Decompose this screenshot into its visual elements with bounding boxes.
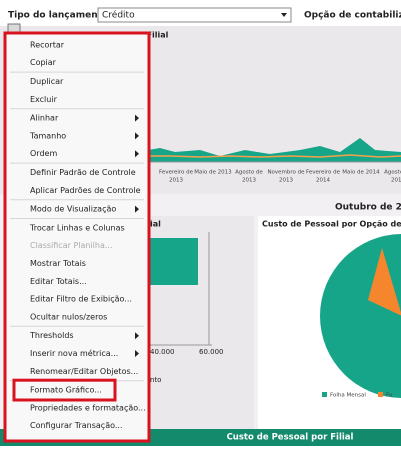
- submenu-arrow: [135, 205, 139, 213]
- menu-item[interactable]: Alinhar: [30, 114, 59, 123]
- x-tick-label: Fevereiro de: [159, 170, 194, 176]
- submenu-arrow: [135, 132, 139, 140]
- item-highlight: [12, 378, 117, 402]
- menu-item[interactable]: Modo de Visualização: [30, 205, 116, 214]
- menu-item[interactable]: Thresholds: [29, 331, 74, 340]
- tick-label: 40.000: [150, 348, 175, 356]
- menu-item[interactable]: Copiar: [30, 58, 57, 67]
- bar-title: ial: [150, 220, 161, 229]
- dropdown-value: Crédito: [102, 10, 135, 21]
- menu-item[interactable]: Definir Padrão de Controle: [30, 168, 136, 177]
- menu-item[interactable]: Aplicar Padrões de Controle: [30, 186, 141, 195]
- tick-label: 60.000: [199, 348, 224, 356]
- x-tick-label: 2014: [391, 178, 401, 184]
- menu-item[interactable]: Editar Totais...: [30, 277, 87, 286]
- legend-label: Folha Mensal: [330, 393, 366, 399]
- x-tick-label: 2013: [242, 178, 256, 184]
- menu-item[interactable]: Excluir: [30, 95, 58, 104]
- submenu-arrow: [135, 332, 139, 340]
- submenu-arrow: [135, 114, 139, 122]
- bar: [148, 238, 198, 285]
- menu-item[interactable]: Recortar: [30, 40, 65, 49]
- menu-item[interactable]: Tamanho: [29, 131, 66, 140]
- x-tick-label: Fevereiro de: [306, 170, 341, 176]
- legend-swatch: [322, 392, 327, 397]
- menu-item[interactable]: Propriedades e formatação...: [30, 403, 146, 412]
- axis-label: nto: [150, 376, 161, 384]
- highlight-frame: [3, 31, 151, 443]
- context-menu: [5, 33, 149, 441]
- pie-slice: [368, 248, 401, 316]
- menu-item[interactable]: Mostrar Totais: [30, 259, 86, 268]
- x-tick-label: 2014: [316, 178, 330, 184]
- footer-title: Custo de Pessoal por Filial: [227, 433, 354, 443]
- menu-item[interactable]: Ocultar nulos/zeros: [30, 312, 107, 321]
- x-tick-label: Agosto de: [384, 170, 401, 176]
- x-tick-label: Agosto de: [235, 170, 263, 176]
- x-tick-label: Maio de 2013: [194, 170, 232, 176]
- legend-swatch: [378, 392, 383, 397]
- dropdown-arrow: [281, 13, 287, 17]
- menu-item[interactable]: Ordem: [30, 149, 57, 158]
- submenu-arrow: [135, 150, 139, 158]
- date-label: Outubro de 2: [335, 203, 401, 213]
- menu-item: Classificar Planilha...: [30, 241, 113, 250]
- line: [148, 154, 401, 158]
- menu-item[interactable]: Renomear/Editar Objetos...: [30, 367, 138, 376]
- type-dropdown[interactable]: [97, 7, 292, 23]
- menu-item[interactable]: Formato Gráfico...: [30, 386, 102, 395]
- menu-item[interactable]: Duplicar: [30, 77, 64, 86]
- type-label: Tipo do lançamento:: [8, 11, 112, 21]
- menu-item[interactable]: Editar Filtro de Exibição...: [30, 295, 132, 304]
- menu-item[interactable]: Inserir nova métrica...: [30, 348, 118, 358]
- x-tick-label: Novembro de: [267, 170, 305, 176]
- legend-label: Fo: [386, 393, 393, 399]
- menu-item[interactable]: Configurar Transação...: [30, 421, 123, 430]
- x-tick-label: Maio de 2014: [342, 170, 380, 176]
- menu-item[interactable]: Trocar Linhas e Colunas: [29, 223, 125, 232]
- submenu-arrow: [135, 350, 139, 357]
- x-tick-label: 2013: [169, 178, 183, 184]
- x-tick-label: 2013: [279, 178, 293, 184]
- pie-title: Custo de Pessoal por Opção de Co: [262, 220, 401, 229]
- option-label: Opção de contabilização: [304, 11, 401, 21]
